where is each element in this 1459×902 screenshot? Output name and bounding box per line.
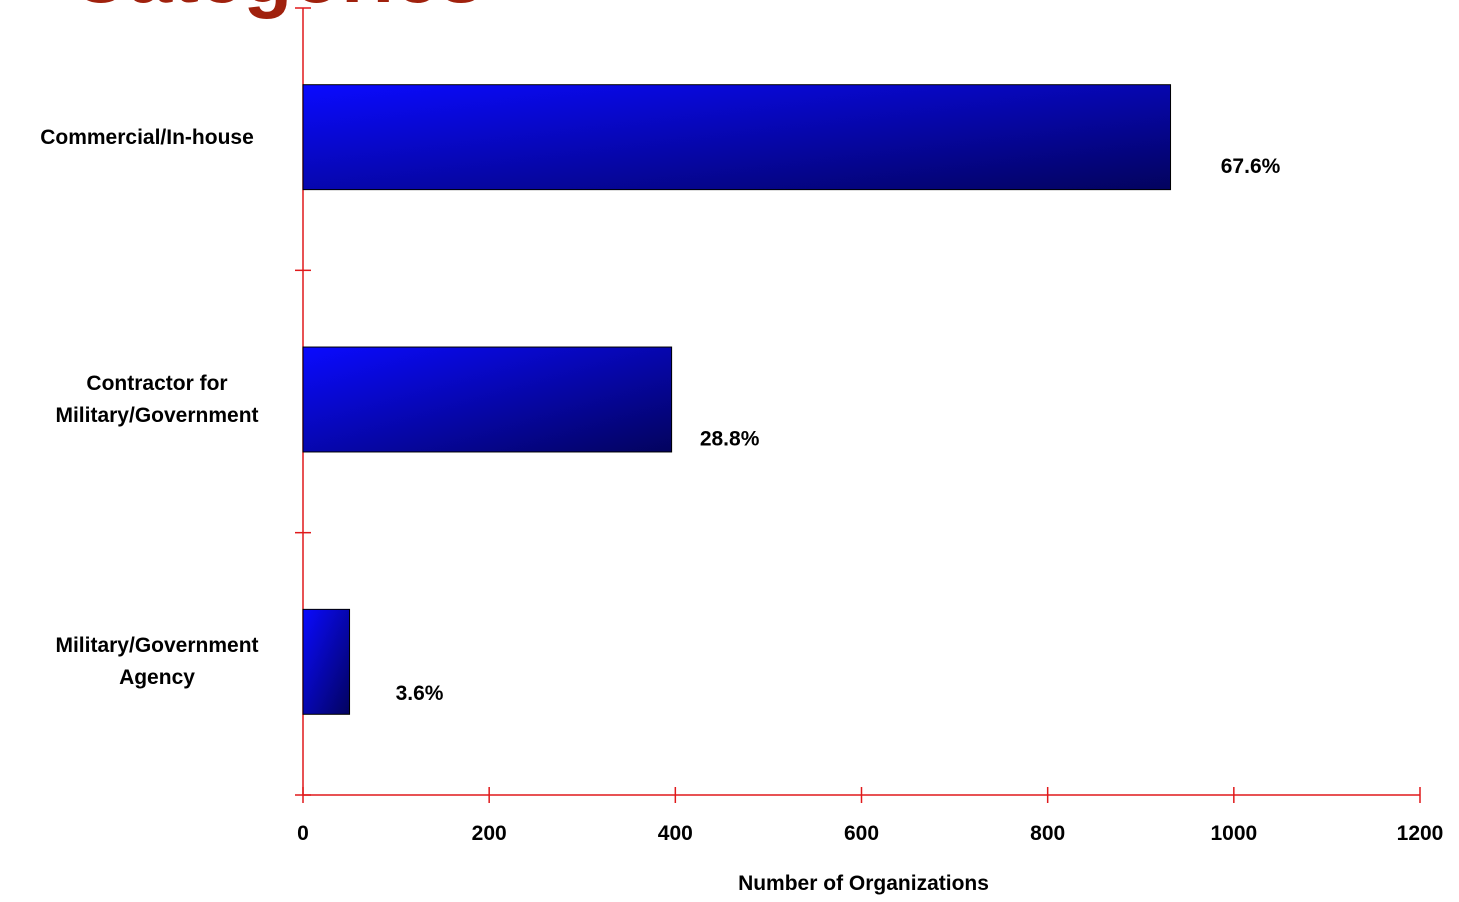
- category-label-commercial: Commercial/In-house: [40, 126, 254, 149]
- bar: [302, 608, 351, 715]
- x-tick-label: 600: [844, 822, 879, 845]
- data-label: 28.8%: [700, 428, 760, 451]
- chart-title: Categories: [70, 0, 770, 15]
- x-tick-label: 800: [1030, 822, 1065, 845]
- x-axis-title: Number of Organizations: [738, 872, 989, 895]
- bar: [302, 84, 1172, 191]
- category-label-agency: Military/Government Agency: [55, 634, 259, 689]
- x-tick-label: 400: [658, 822, 693, 845]
- x-tick-label: 0: [297, 822, 309, 845]
- x-tick-label: 200: [472, 822, 507, 845]
- category-label-contractor: Contractor for Military/Government: [55, 372, 259, 427]
- x-tick-label: 1000: [1210, 822, 1257, 845]
- bar: [302, 346, 673, 453]
- x-tick-label: 1200: [1397, 822, 1444, 845]
- data-label: 3.6%: [396, 682, 444, 705]
- data-label: 67.6%: [1221, 155, 1281, 178]
